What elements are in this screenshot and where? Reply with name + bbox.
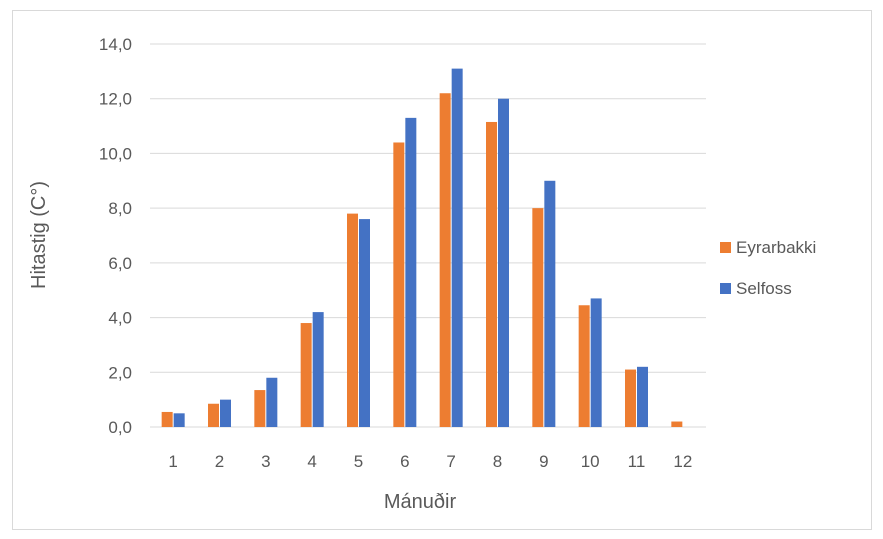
legend: Eyrarbakki Selfoss — [720, 238, 816, 298]
bar-eyrarbakki-4 — [300, 323, 312, 427]
bar-selfoss-11 — [637, 366, 648, 427]
bar-eyrarbakki-8 — [486, 121, 497, 427]
bar-selfoss-1 — [173, 413, 185, 427]
bar-eyrarbakki-3 — [254, 390, 266, 427]
legend-label-eyrarbakki: Eyrarbakki — [736, 238, 816, 257]
bar-eyrarbakki-1 — [161, 411, 173, 427]
x-tick-label: 1 — [168, 452, 177, 471]
x-tick-label: 9 — [539, 452, 548, 471]
bar-selfoss-8 — [498, 98, 509, 427]
bar-eyrarbakki-5 — [347, 213, 358, 427]
x-tick-label: 10 — [581, 452, 600, 471]
x-tick-label: 8 — [493, 452, 502, 471]
bar-eyrarbakki-7 — [439, 93, 451, 427]
gridlines — [150, 43, 706, 428]
bar-selfoss-4 — [312, 312, 324, 427]
x-axis-title: Mánuðir — [384, 491, 457, 513]
legend-swatch-selfoss — [720, 283, 731, 294]
y-tick-label: 0,0 — [108, 418, 132, 437]
bars — [161, 68, 683, 427]
bar-selfoss-5 — [359, 219, 370, 427]
y-tick-label: 4,0 — [108, 309, 132, 328]
x-tick-label: 6 — [400, 452, 409, 471]
x-tick-label: 11 — [628, 452, 646, 471]
y-tick-label: 14,0 — [99, 35, 132, 54]
bar-selfoss-6 — [405, 117, 417, 427]
bar-selfoss-2 — [220, 399, 231, 427]
y-tick-label: 8,0 — [108, 199, 132, 218]
bar-selfoss-10 — [590, 298, 602, 427]
bar-eyrarbakki-11 — [625, 369, 636, 427]
bar-eyrarbakki-12 — [671, 421, 683, 427]
x-tick-label: 2 — [215, 452, 224, 471]
legend-label-selfoss: Selfoss — [736, 279, 792, 298]
bar-eyrarbakki-6 — [393, 142, 405, 427]
bar-eyrarbakki-10 — [578, 305, 590, 427]
legend-swatch-eyrarbakki — [720, 242, 731, 253]
bar-eyrarbakki-9 — [532, 208, 544, 427]
y-axis-title: Hitastig (C°) — [28, 181, 50, 289]
x-axis-ticks: 1 2 3 4 5 6 7 8 9 10 11 12 — [168, 452, 692, 471]
bar-selfoss-7 — [451, 68, 463, 427]
x-tick-label: 7 — [446, 452, 455, 471]
y-axis-ticks: 0,0 2,0 4,0 6,0 8,0 10,0 12,0 14,0 — [99, 35, 132, 437]
bar-selfoss-9 — [544, 180, 556, 427]
y-tick-label: 10,0 — [99, 144, 132, 163]
x-tick-label: 4 — [307, 452, 316, 471]
y-tick-label: 6,0 — [108, 254, 132, 273]
x-tick-label: 3 — [261, 452, 270, 471]
x-tick-label: 12 — [673, 452, 692, 471]
y-tick-label: 12,0 — [99, 90, 132, 109]
bar-eyrarbakki-2 — [208, 403, 219, 427]
y-tick-label: 2,0 — [108, 363, 132, 382]
bar-selfoss-3 — [266, 377, 278, 427]
x-tick-label: 5 — [354, 452, 363, 471]
